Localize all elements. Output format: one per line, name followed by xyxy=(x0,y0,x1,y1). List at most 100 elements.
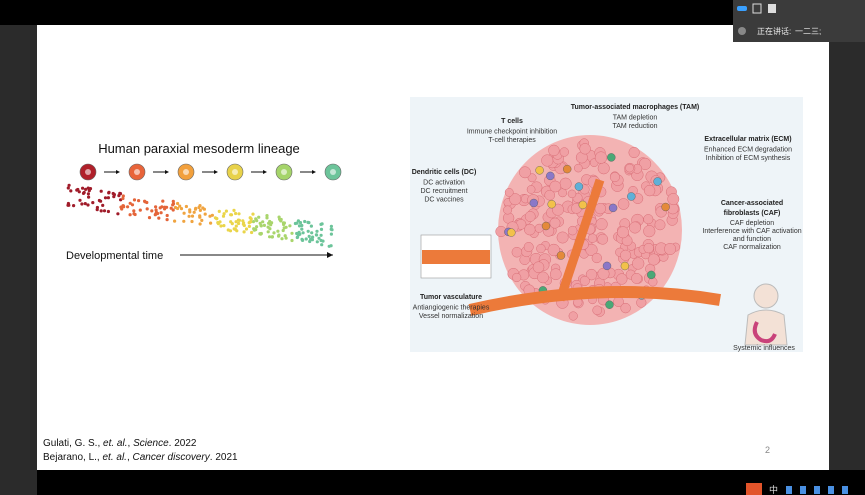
tumor-cell xyxy=(509,193,522,206)
dot xyxy=(295,235,299,240)
tumor-cell xyxy=(643,214,654,225)
label-line: CAF normalization xyxy=(723,244,781,251)
immune-cell xyxy=(547,199,556,209)
dot xyxy=(67,183,71,187)
dot xyxy=(176,201,180,206)
label-line: Inhibition of ECM synthesis xyxy=(706,155,791,162)
label-line: Enhanced ECM degradation xyxy=(704,147,792,154)
tumor-cell xyxy=(537,271,549,284)
ime-icon[interactable] xyxy=(746,483,762,495)
dot xyxy=(236,218,240,222)
tumor-cell xyxy=(579,275,590,286)
widget-button[interactable] xyxy=(768,4,776,13)
dot xyxy=(192,210,196,214)
dot xyxy=(229,220,233,224)
dot xyxy=(103,196,108,200)
speaking-label: 正在讲话: xyxy=(757,26,791,36)
dot xyxy=(188,210,192,214)
dot xyxy=(309,237,313,241)
vessel xyxy=(555,178,605,302)
dot xyxy=(138,208,142,212)
arrow-head xyxy=(263,170,267,174)
dot xyxy=(150,209,154,213)
dot xyxy=(306,229,310,233)
tray-icon[interactable] xyxy=(800,486,806,494)
dot xyxy=(176,206,180,211)
dot xyxy=(118,191,122,195)
dot xyxy=(160,205,164,209)
tumor-cell xyxy=(628,146,640,159)
immune-cell xyxy=(578,200,587,210)
dot xyxy=(184,204,188,209)
dot xyxy=(279,219,283,223)
tumor-cell xyxy=(556,231,569,244)
dot xyxy=(80,202,84,206)
dot xyxy=(193,207,198,211)
dot xyxy=(304,237,308,241)
dot xyxy=(218,220,222,224)
immune-cell xyxy=(574,182,584,191)
tumor-cell xyxy=(548,144,560,157)
dot xyxy=(121,194,125,198)
dot xyxy=(169,206,173,210)
dot xyxy=(132,209,136,213)
tumor-cell xyxy=(567,189,577,199)
dot xyxy=(298,232,302,236)
label-title: Dendritic cells (DC) xyxy=(412,169,477,176)
widget-button[interactable] xyxy=(752,3,762,14)
top-bar xyxy=(0,0,865,25)
label-title: T cells xyxy=(501,118,523,125)
vessel xyxy=(422,250,490,264)
dot xyxy=(310,231,314,235)
dot xyxy=(147,216,152,220)
dot xyxy=(307,234,311,238)
dot xyxy=(319,227,324,231)
dot xyxy=(171,202,176,206)
dot xyxy=(309,224,313,228)
dot xyxy=(296,219,300,223)
tumor-cell xyxy=(617,226,629,239)
ref-part: Bejarano, L., xyxy=(43,452,102,463)
dot xyxy=(178,204,182,208)
dot xyxy=(106,209,110,214)
tumor-cell xyxy=(524,211,536,222)
tumor-cell xyxy=(625,163,634,173)
dot xyxy=(128,201,132,205)
dot xyxy=(249,217,253,221)
label-title: Cancer-associated xyxy=(721,200,783,207)
label-title: Extracellular matrix (ECM) xyxy=(704,136,791,143)
dot xyxy=(190,219,194,224)
tumor-cell xyxy=(631,272,643,284)
tumor-cell xyxy=(620,249,632,261)
tumor-cell xyxy=(568,311,578,321)
arrow-head xyxy=(214,170,218,174)
dot xyxy=(222,212,226,216)
dot xyxy=(259,232,263,236)
tumor-cell xyxy=(579,143,591,155)
tray-icon[interactable] xyxy=(786,486,792,494)
dot xyxy=(132,198,137,202)
tray-icon[interactable] xyxy=(814,486,820,494)
tray-icon[interactable] xyxy=(842,486,848,494)
tray-icon[interactable] xyxy=(828,486,834,494)
tumor-cell xyxy=(639,157,652,170)
tumor-cell xyxy=(559,147,569,157)
dot xyxy=(252,220,256,224)
dot xyxy=(311,235,315,239)
label-line: Immune checkpoint inhibition xyxy=(467,129,557,136)
dot xyxy=(130,203,135,207)
dot xyxy=(217,209,221,213)
arrow-head xyxy=(116,170,120,174)
dot xyxy=(190,214,195,218)
dot xyxy=(315,233,319,237)
widget-button[interactable] xyxy=(737,6,747,11)
dot xyxy=(77,190,81,194)
dot xyxy=(86,192,90,196)
dot xyxy=(87,195,91,199)
label-line: DC recruitment xyxy=(420,188,467,195)
dot xyxy=(259,223,263,227)
ime-mode[interactable]: 中 xyxy=(769,484,778,495)
dot xyxy=(128,213,132,217)
dot xyxy=(163,207,167,211)
